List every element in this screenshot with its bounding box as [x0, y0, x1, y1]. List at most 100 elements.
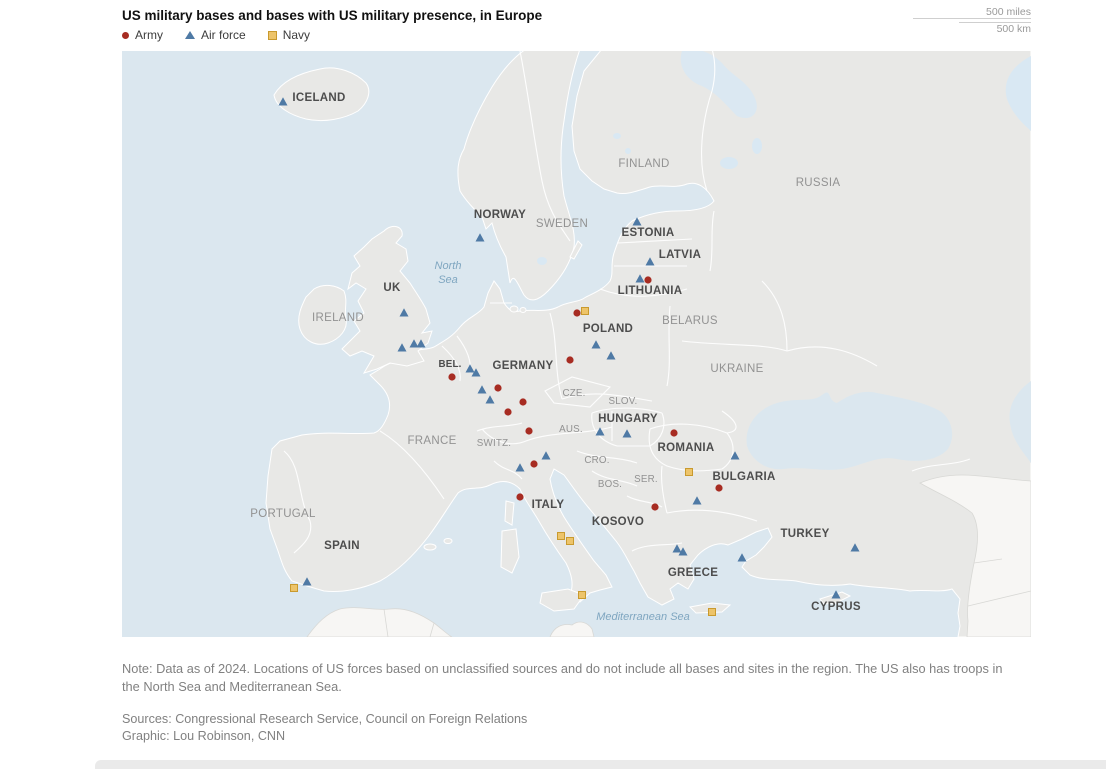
legend: Army Air force Navy [122, 28, 332, 42]
country-label-uk: UK [383, 282, 401, 294]
country-label-kosovo: KOSOVO [592, 516, 644, 528]
land-north-africa [306, 607, 453, 638]
air-force-base-marker [672, 544, 682, 553]
island-gotland [569, 240, 583, 260]
land-tunisia [549, 621, 595, 638]
army-base-marker [530, 460, 538, 468]
army-base-marker [448, 373, 456, 381]
lake-vanern [537, 257, 547, 265]
air-force-base-marker [399, 308, 409, 317]
air-force-base-marker [606, 351, 616, 360]
country-label-romania: ROMANIA [657, 442, 714, 454]
legend-item-army: Army [122, 28, 163, 42]
army-base-marker [494, 384, 502, 392]
legend-item-airforce: Air force [185, 28, 246, 42]
country-label-greece: GREECE [668, 567, 718, 579]
black-sea [746, 391, 953, 470]
air-force-base-marker [416, 339, 426, 348]
country-borders [283, 48, 971, 554]
scale-km-line [959, 22, 1031, 23]
country-label-estonia: ESTONIA [621, 227, 674, 239]
country-label-aus: AUS. [559, 424, 583, 435]
scale-miles-line [913, 18, 1031, 19]
scale-km-label: 500 km [996, 23, 1031, 35]
country-label-finland: FINLAND [618, 158, 669, 170]
air-force-base-marker [541, 451, 551, 460]
legend-label-navy: Navy [282, 28, 311, 42]
legend-label-airforce: Air force [201, 28, 246, 42]
country-labels: ICELAND NORWAY SWEDEN FINLAND RUSSIA ESTONIA L… [250, 92, 860, 613]
lake-finland-1 [613, 133, 621, 139]
sources-line: Sources: Congressional Research Service,… [122, 712, 528, 726]
navy-base-marker [685, 468, 693, 476]
country-label-russia: RUSSIA [796, 177, 841, 189]
army-base-marker [566, 356, 574, 364]
sea-label-mediterraneansea: Mediterranean Sea [596, 611, 690, 623]
air-force-base-marker [477, 385, 487, 394]
land-middle-east [919, 474, 1032, 638]
country-label-hungary: HUNGARY [598, 413, 658, 425]
lake-ladoga [720, 157, 738, 169]
air-force-base-marker [622, 429, 632, 438]
europe-map: North Sea Mediterranean Sea ICELAND NORWAY S… [122, 48, 1032, 638]
army-base-marker [516, 493, 524, 501]
country-label-poland: POLAND [583, 323, 633, 335]
army-base-marker [670, 429, 678, 437]
air-force-base-marker [591, 340, 601, 349]
map-svg: North Sea Mediterranean Sea ICELAND NORWAY S… [122, 48, 1032, 638]
base-markers [278, 97, 860, 616]
country-label-italy: ITALY [532, 499, 565, 511]
air-force-base-marker [831, 590, 841, 599]
lake-onega [752, 138, 762, 154]
caspian-sea [1009, 381, 1031, 463]
airforce-triangle-icon [185, 31, 195, 39]
bottom-divider [95, 760, 1106, 769]
country-label-switz: SWITZ. [477, 438, 511, 449]
air-force-base-marker [678, 547, 688, 556]
army-base-marker [644, 276, 652, 284]
white-sea [680, 49, 757, 119]
legend-item-navy: Navy [267, 28, 311, 42]
air-force-base-marker [409, 339, 419, 348]
air-force-base-marker [850, 543, 860, 552]
air-force-base-marker [632, 217, 642, 226]
air-force-base-marker [475, 233, 485, 242]
country-label-slov: SLOV. [609, 396, 638, 407]
sea-label-north: North [435, 260, 462, 272]
sea-labels: North Sea Mediterranean Sea [435, 260, 690, 623]
army-base-marker [715, 484, 723, 492]
sea-label-sea: Sea [438, 274, 458, 286]
country-label-norway: NORWAY [474, 209, 526, 221]
country-label-spain: SPAIN [324, 540, 360, 552]
country-label-ser: SER. [634, 474, 658, 485]
country-label-bulgaria: BULGARIA [712, 471, 775, 483]
note-text: Note: Data as of 2024. Locations of US f… [122, 661, 1003, 694]
navy-base-marker [566, 537, 574, 545]
lake-finland-2 [625, 148, 631, 154]
country-label-bos: BOS. [598, 479, 622, 490]
country-label-germany: GERMANY [493, 360, 554, 372]
air-force-base-marker [471, 368, 481, 377]
land-ireland [298, 284, 347, 345]
page-title: US military bases and bases with US mili… [122, 8, 543, 23]
country-label-belarus: BELARUS [662, 315, 718, 327]
sources-block: Sources: Congressional Research Service,… [122, 711, 1014, 745]
scale-bar: 500 miles 500 km [913, 6, 1031, 35]
air-force-base-marker [515, 463, 525, 472]
country-label-iceland: ICELAND [292, 92, 345, 104]
scale-miles-label: 500 miles [986, 6, 1031, 18]
country-label-sweden: SWEDEN [536, 218, 588, 230]
navy-base-marker [578, 591, 586, 599]
army-base-marker [504, 408, 512, 416]
air-force-base-marker [737, 553, 747, 562]
island-balearic-2 [443, 538, 453, 544]
navy-base-marker [290, 584, 298, 592]
army-base-marker [525, 427, 533, 435]
country-label-bel: BEL. [438, 359, 461, 370]
island-balearic-1 [423, 543, 437, 551]
army-circle-icon [122, 31, 129, 39]
country-label-latvia: LATVIA [659, 249, 701, 261]
island-denmark-2 [519, 307, 527, 313]
navy-base-marker [581, 307, 589, 315]
navy-square-icon [267, 30, 277, 40]
